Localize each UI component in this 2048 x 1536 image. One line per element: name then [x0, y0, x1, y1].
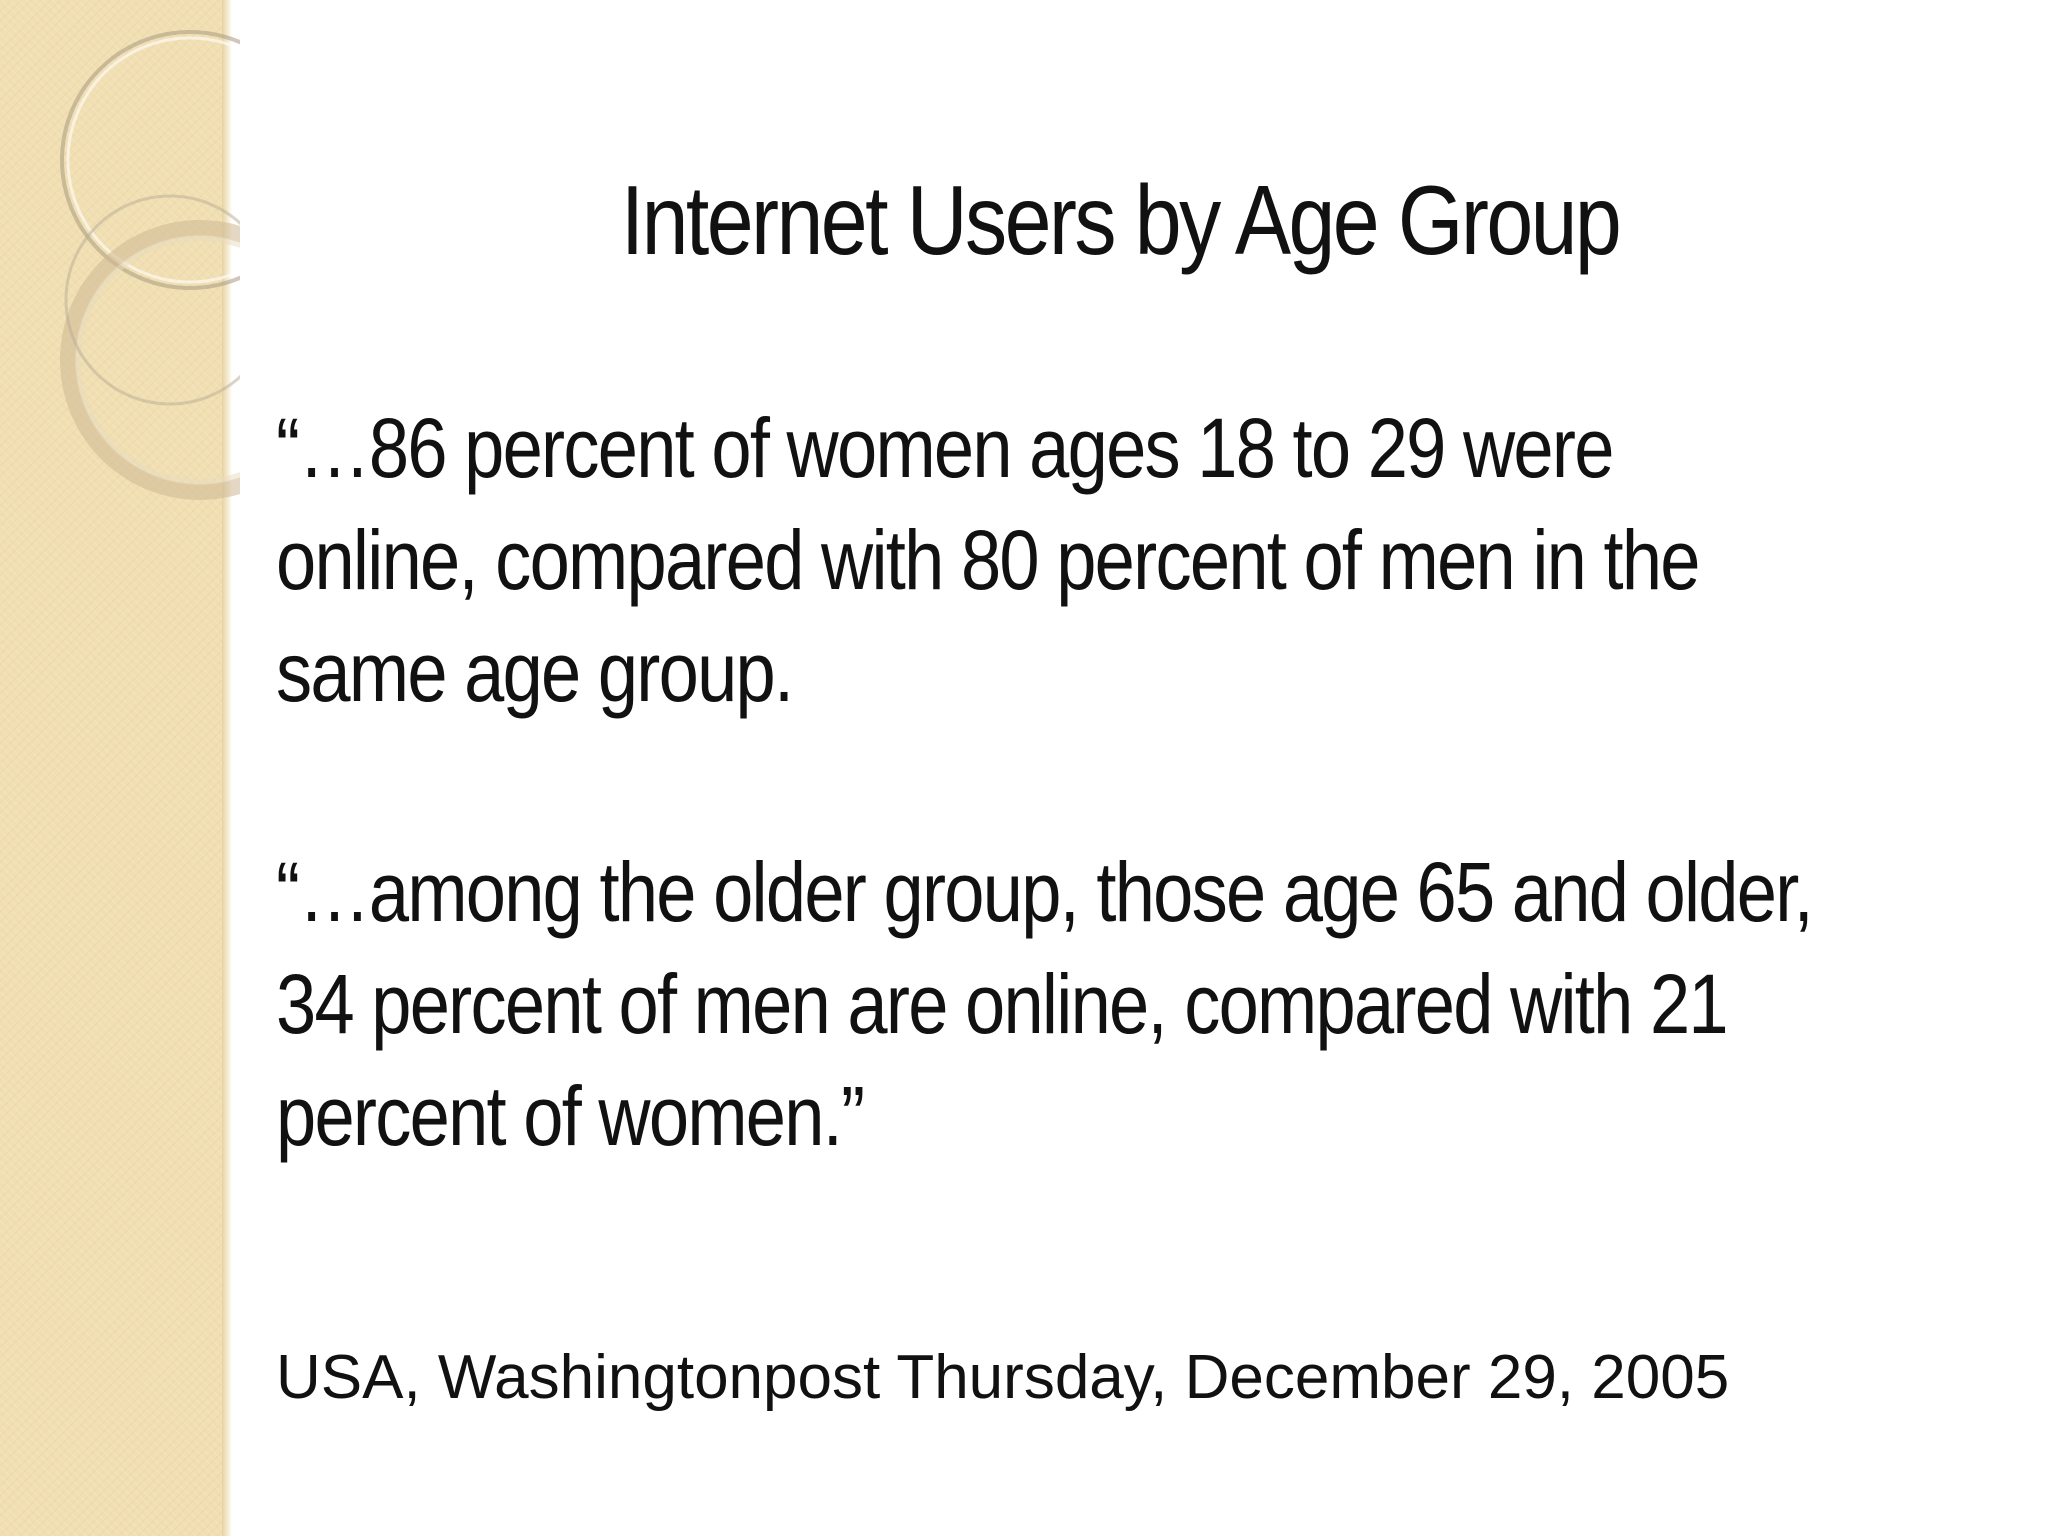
quote-women-18-29: “…86 percent of women ages 18 to 29 were…: [276, 392, 1790, 728]
ring-small: [64, 194, 240, 406]
side-band-edge: [222, 0, 232, 1536]
quote-older-group: “…among the older group, those age 65 an…: [276, 836, 1814, 1172]
quote-line: “…86 percent of women ages 18 to 29 were: [276, 401, 1614, 495]
quote-line: “…among the older group, those age 65 an…: [276, 845, 1814, 939]
quote-line: same age group.: [276, 625, 794, 719]
ring-lower-inner: [75, 235, 240, 485]
quote-line: 34 percent of men are online, compared w…: [276, 957, 1729, 1051]
ring-large: [60, 30, 240, 290]
slide-title: Internet Users by Age Group: [620, 165, 1622, 275]
ring-large-highlight: [66, 36, 240, 284]
source-citation: USA, Washingtonpost Thursday, December 2…: [276, 1343, 1730, 1412]
quote-line: online, compared with 80 percent of men …: [276, 513, 1700, 607]
quote-line: percent of women.”: [276, 1069, 865, 1163]
ring-lower: [60, 220, 240, 500]
decorative-rings: [60, 30, 240, 500]
